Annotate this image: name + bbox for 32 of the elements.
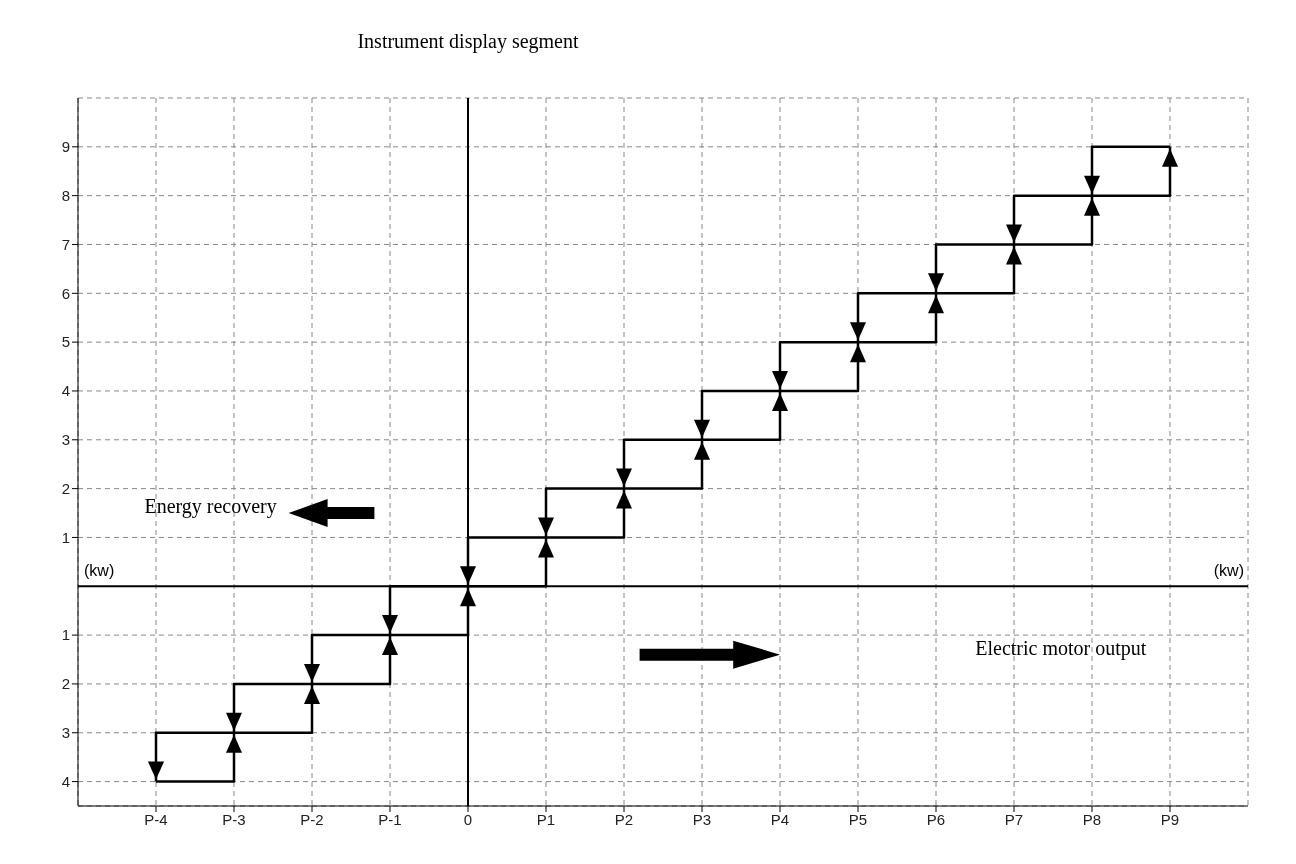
x-tick-label: P8 bbox=[1082, 810, 1102, 828]
y-tick-label: 3 bbox=[61, 724, 70, 742]
y-tick-label: 2 bbox=[61, 675, 70, 693]
x-tick-label: P-2 bbox=[300, 810, 324, 828]
y-tick-label: 1 bbox=[61, 528, 70, 546]
annotation: Electric motor output bbox=[975, 636, 1147, 660]
x-tick-label: P-4 bbox=[144, 810, 168, 828]
x-tick-label: P9 bbox=[1160, 810, 1180, 828]
y-tick-label: 9 bbox=[61, 138, 70, 156]
y-tick-label: 3 bbox=[61, 431, 70, 449]
y-tick-label: 5 bbox=[61, 333, 70, 351]
x-tick-label: P2 bbox=[614, 810, 634, 828]
annotation: Energy recovery bbox=[144, 495, 277, 519]
y-tick-label: 4 bbox=[61, 382, 70, 400]
x-tick-label: P-3 bbox=[222, 810, 246, 828]
annotation: (kw) bbox=[84, 562, 115, 580]
x-axis-title: (kw) bbox=[1213, 562, 1244, 580]
x-tick-label: P6 bbox=[926, 810, 946, 828]
y-axis-title: Instrument display segment bbox=[357, 30, 579, 53]
y-tick-label: 2 bbox=[61, 479, 70, 497]
y-tick-label: 4 bbox=[61, 772, 70, 790]
x-tick-label: 0 bbox=[463, 810, 473, 828]
x-tick-label: P5 bbox=[848, 810, 868, 828]
x-tick-label: P7 bbox=[1004, 810, 1024, 828]
y-tick-label: 1 bbox=[61, 626, 70, 644]
y-tick-label: 6 bbox=[61, 284, 70, 302]
x-tick-label: P1 bbox=[536, 810, 556, 828]
x-tick-label: P4 bbox=[770, 810, 790, 828]
x-tick-label: P-1 bbox=[378, 810, 402, 828]
y-tick-label: 7 bbox=[61, 235, 70, 253]
x-tick-label: P3 bbox=[692, 810, 712, 828]
y-tick-label: 8 bbox=[61, 186, 70, 204]
